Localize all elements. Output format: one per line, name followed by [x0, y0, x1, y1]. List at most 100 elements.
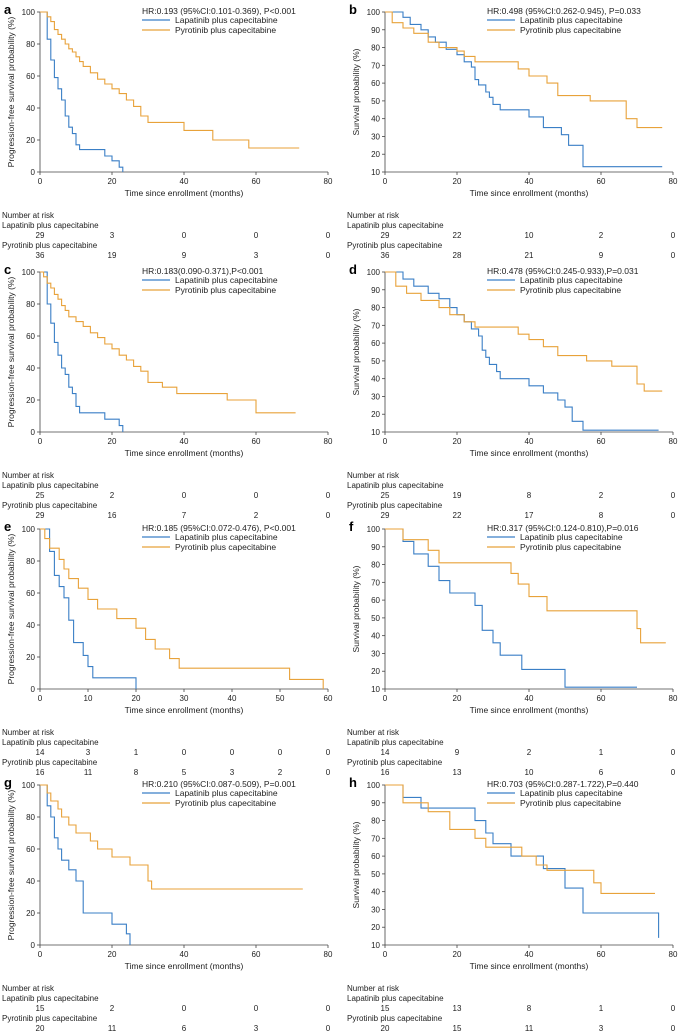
panel-c-risk-group-name: Lapatinib plus capecitabine: [2, 481, 99, 490]
panel-d-xtick-label: 40: [525, 437, 534, 446]
panel-a-risk-count: 19: [108, 251, 117, 260]
panel-h-label: h: [349, 775, 357, 790]
panel-a-risk-count: 29: [36, 231, 45, 240]
panel-d-curve-pyrotinib: [385, 271, 663, 392]
panel-c-risk-count: 0: [326, 511, 331, 520]
panel-b-risk-count: 9: [599, 251, 604, 260]
panel-g-risk-count: 0: [326, 1004, 331, 1013]
panel-c-risk-count: 0: [182, 491, 187, 500]
panel-b-ytick-label: 10: [371, 168, 380, 177]
panel-f-risk-count: 16: [381, 768, 390, 777]
panel-h-risk-count: 13: [453, 1004, 462, 1013]
panel-b-xtick-label: 60: [597, 177, 606, 186]
panel-b-ytick-label: 100: [367, 8, 381, 17]
panel-h-risk-count: 11: [525, 1024, 534, 1033]
panel-d-risk-count: 19: [453, 491, 462, 500]
panel-d-ytick-label: 80: [371, 304, 380, 313]
panel-c-risk-header: Number at risk: [2, 471, 55, 480]
panel-a-risk-count: 0: [326, 231, 331, 240]
panel-h-risk-group-name: Pyrotinib plus capecitabine: [347, 1014, 443, 1023]
panel-a-risk-count: 36: [36, 251, 45, 260]
panel-d-ytick-label: 70: [371, 321, 380, 330]
panel-c-ytick-label: 40: [26, 364, 35, 373]
panel-h-risk-count: 15: [381, 1004, 390, 1013]
panel-g-risk-group-name: Pyrotinib plus capecitabine: [2, 1014, 98, 1023]
panel-e-risk-count: 3: [230, 768, 235, 777]
panel-d-curve-lapatinib: [385, 271, 659, 431]
panel-d-risk-count: 29: [381, 511, 390, 520]
panel-c-y-axis-label: Progression-free survival probability (%…: [6, 276, 16, 427]
panel-e-ytick-label: 0: [31, 685, 36, 694]
panel-b-ytick-label: 70: [371, 61, 380, 70]
panel-a-ytick-label: 20: [26, 136, 35, 145]
panel-b-risk-count: 22: [453, 231, 462, 240]
panel-c-xtick-label: 20: [108, 437, 117, 446]
panel-c-risk-count: 0: [254, 491, 259, 500]
panel-h-risk-count: 0: [671, 1024, 676, 1033]
panel-c-risk-count: 25: [36, 491, 45, 500]
panel-b-y-axis-label: Survival probability (%): [351, 48, 361, 135]
panel-g-risk-count: 20: [36, 1024, 45, 1033]
panel-d-ytick-label: 30: [371, 392, 380, 401]
panel-g-xtick-label: 20: [108, 950, 117, 959]
panel-h-risk-count: 3: [599, 1024, 604, 1033]
panel-h-ytick-label: 80: [371, 817, 380, 826]
panel-c-legend-entry: Lapatinib plus capecitabine: [175, 275, 278, 285]
panel-e-ytick-label: 40: [26, 621, 35, 630]
panel-e-risk-count: 0: [182, 748, 187, 757]
panel-f-risk-count: 14: [381, 748, 390, 757]
panel-h-ytick-label: 40: [371, 888, 380, 897]
panel-f-ytick-label: 30: [371, 649, 380, 658]
panel-a-hr-text: HR:0.193 (95%CI:0.101-0.369), P<0.001: [142, 6, 296, 16]
panel-f-risk-header: Number at risk: [347, 728, 400, 737]
panel-h-risk-count: 15: [453, 1024, 462, 1033]
panel-f-curve-lapatinib: [385, 528, 637, 688]
panel-h-xtick-label: 80: [669, 950, 678, 959]
panel-d-xtick-label: 80: [669, 437, 678, 446]
panel-f-ytick-label: 60: [371, 596, 380, 605]
panel-b-label: b: [349, 2, 357, 17]
panel-h-risk-count: 8: [527, 1004, 532, 1013]
panel-e-xtick-label: 0: [38, 694, 43, 703]
panel-h-xtick-label: 20: [453, 950, 462, 959]
panel-g-xtick-label: 40: [180, 950, 189, 959]
panel-c-xtick-label: 40: [180, 437, 189, 446]
panel-g-xtick-label: 0: [38, 950, 43, 959]
panel-a-risk-count: 0: [254, 231, 259, 240]
panel-a-xtick-label: 20: [108, 177, 117, 186]
panel-a-curve-lapatinib: [40, 11, 124, 172]
panel-g-risk-count: 0: [254, 1004, 259, 1013]
panel-g-label: g: [4, 775, 12, 790]
panel-d-risk-count: 0: [671, 511, 676, 520]
panel-b-ytick-label: 50: [371, 97, 380, 106]
panel-b-risk-group-name: Pyrotinib plus capecitabine: [347, 241, 443, 250]
panel-g-ytick-label: 80: [26, 813, 35, 822]
panel-e-xtick-label: 30: [180, 694, 189, 703]
panel-f-legend-entry: Lapatinib plus capecitabine: [520, 532, 623, 542]
panel-f-risk-count: 6: [599, 768, 604, 777]
panel-f-risk-count: 2: [527, 748, 532, 757]
panel-a: a 0 20 40 60 80 100 0 20 40 60 80 Time since enrollm…: [2, 2, 333, 260]
panel-c-hr-text: HR:0.183(0.090-0.371),P<0.001: [142, 266, 263, 276]
panel-a-ytick-label: 100: [22, 8, 36, 17]
panel-b-legend-entry: Lapatinib plus capecitabine: [520, 15, 623, 25]
panel-d-xtick-label: 20: [453, 437, 462, 446]
panel-b-xtick-label: 80: [669, 177, 678, 186]
panel-e-risk-count: 0: [278, 748, 283, 757]
panel-d-ytick-label: 50: [371, 357, 380, 366]
panel-b-risk-count: 2: [599, 231, 604, 240]
panel-c-x-axis-label: Time since enrollment (months): [125, 448, 244, 458]
panel-f-x-axis-label: Time since enrollment (months): [470, 705, 589, 715]
panel-g-ytick-label: 60: [26, 845, 35, 854]
panel-b-ytick-label: 60: [371, 79, 380, 88]
panel-g-ytick-label: 20: [26, 909, 35, 918]
panel-b-x-axis-label: Time since enrollment (months): [470, 188, 589, 198]
panel-a-ytick-label: 60: [26, 72, 35, 81]
panel-c-risk-count: 2: [254, 511, 259, 520]
panel-b-ytick-label: 20: [371, 150, 380, 159]
panel-f-risk-group-name: Pyrotinib plus capecitabine: [347, 758, 443, 767]
